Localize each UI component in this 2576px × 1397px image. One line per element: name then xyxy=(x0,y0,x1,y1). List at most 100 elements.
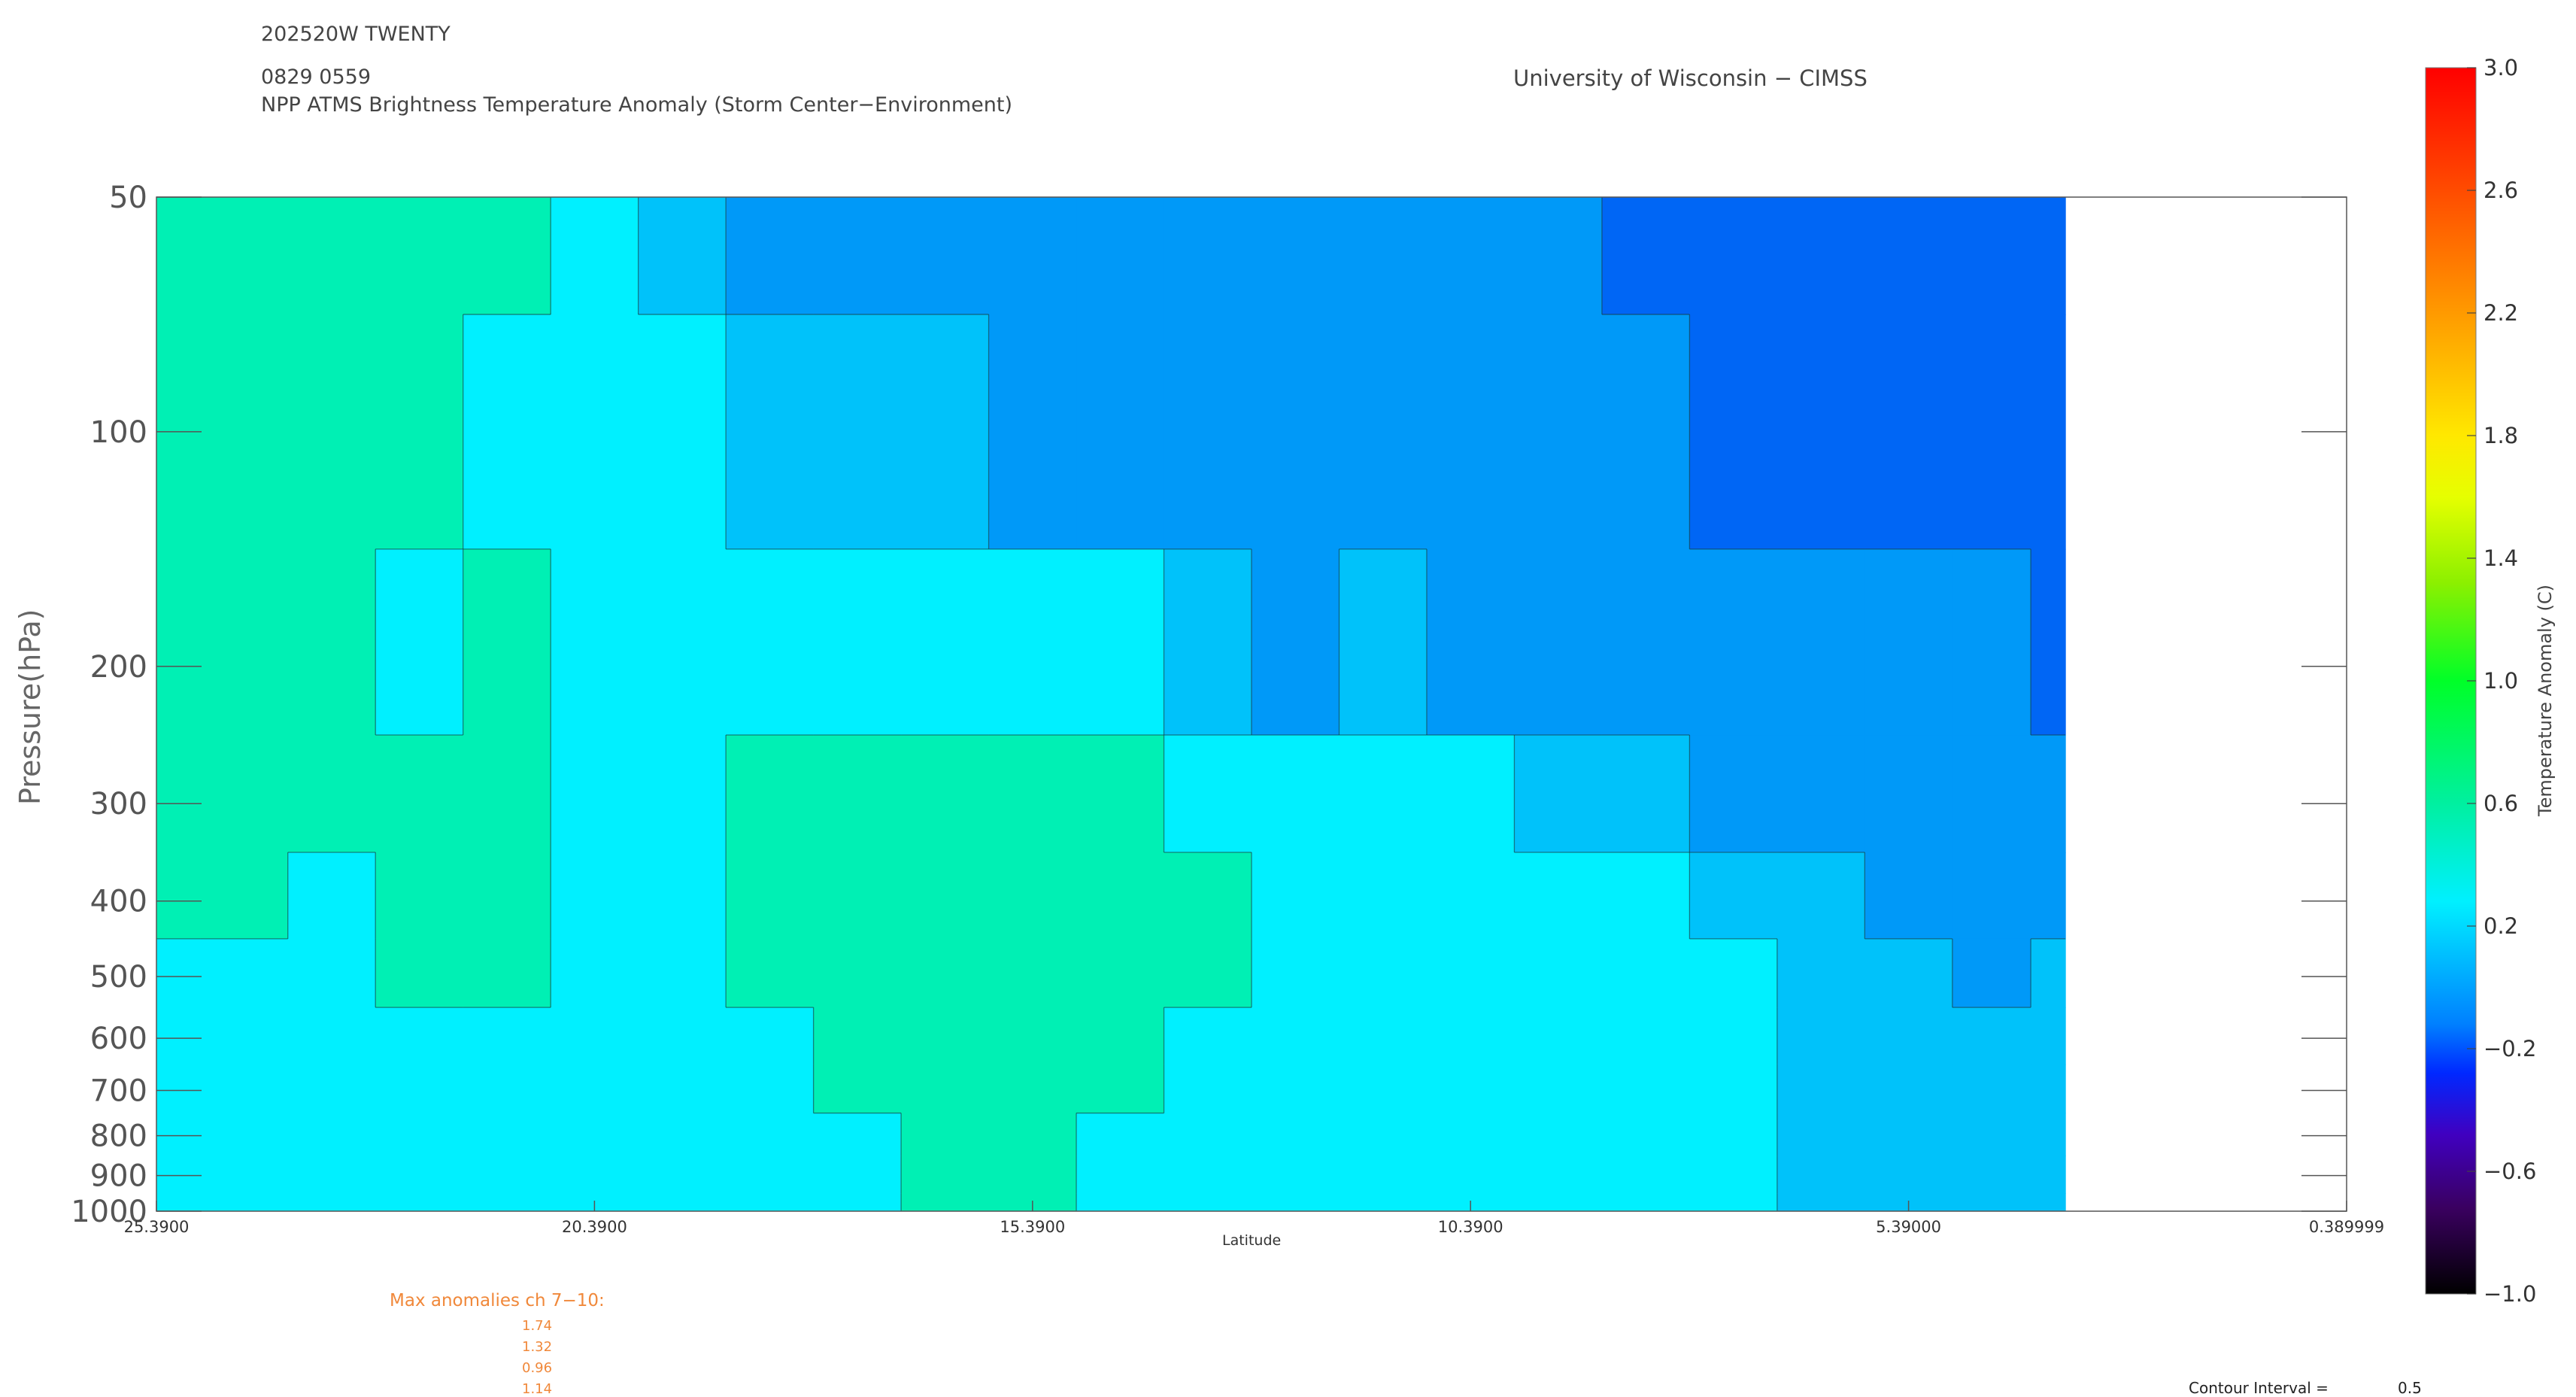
heatmap-cell xyxy=(156,1064,201,1114)
heatmap-cell xyxy=(1776,735,1865,853)
colorbar-tick-label: 3.0 xyxy=(2483,55,2518,80)
heatmap-cell xyxy=(901,1193,990,1211)
heatmap-cell xyxy=(638,852,727,940)
heatmap-cell xyxy=(1864,1007,1953,1065)
max-anomaly-ch7: 1.74 xyxy=(522,1318,553,1334)
x-tick-label: 25.3900 xyxy=(124,1218,190,1236)
heatmap-cell xyxy=(1426,197,1516,315)
heatmap-cell xyxy=(988,938,1077,1008)
x-tick-label: 10.3900 xyxy=(1438,1218,1503,1236)
heatmap-cell xyxy=(638,1113,727,1156)
x-tick-label: 5.39000 xyxy=(1876,1218,1941,1236)
heatmap-cell xyxy=(1252,938,1340,1008)
heatmap-cell xyxy=(156,1113,201,1156)
heatmap-cell xyxy=(638,1007,727,1065)
heatmap-cell xyxy=(200,1193,289,1211)
y-tick-label: 500 xyxy=(90,960,147,995)
heatmap-cell xyxy=(1864,1156,1953,1194)
heatmap-cell xyxy=(287,197,376,315)
heatmap-cell xyxy=(375,852,464,940)
heatmap-cell xyxy=(1252,1156,1340,1194)
heatmap-cell xyxy=(375,1193,464,1211)
heatmap-cell xyxy=(1776,314,1865,550)
heatmap-cell xyxy=(1776,852,1865,940)
heatmap-cell xyxy=(287,314,376,550)
heatmap-cell xyxy=(156,938,201,1008)
heatmap-cell xyxy=(988,735,1077,853)
colorbar-tick-label: −0.6 xyxy=(2483,1159,2536,1184)
heatmap-cell xyxy=(1952,1064,2031,1114)
heatmap-cell xyxy=(813,1113,902,1156)
heatmap-cell xyxy=(726,197,815,315)
heatmap-cell xyxy=(2031,735,2066,853)
heatmap-cell xyxy=(988,852,1077,940)
heatmap-cell xyxy=(287,1007,376,1065)
heatmap-cell xyxy=(988,314,1077,550)
product-title: NPP ATMS Brightness Temperature Anomaly … xyxy=(261,93,1012,117)
colorbar-label: Temperature Anomaly (C) xyxy=(2535,584,2556,816)
heatmap-cell xyxy=(1776,548,1865,736)
heatmap-cell xyxy=(901,735,990,853)
heatmap-cell xyxy=(1689,735,1778,853)
heatmap-cell xyxy=(1514,197,1603,315)
heatmap-cell xyxy=(1076,735,1165,853)
datetime: 0829 0559 xyxy=(261,65,372,89)
heatmap-cell xyxy=(1339,735,1428,853)
heatmap-cell xyxy=(813,735,902,853)
heatmap-cell xyxy=(1426,548,1516,736)
heatmap-cell xyxy=(1601,314,1690,550)
heatmap-cell xyxy=(638,1064,727,1114)
heatmap-cell xyxy=(1514,735,1603,853)
heatmap-cell xyxy=(1426,1156,1516,1194)
heatmap-cell xyxy=(551,1064,639,1114)
heatmap-cell xyxy=(1164,1193,1252,1211)
heatmap-cell xyxy=(726,548,815,736)
heatmap-cell xyxy=(901,1156,990,1194)
heatmap-cell xyxy=(1339,1007,1428,1065)
heatmap-cell xyxy=(1776,1064,1865,1114)
plot-frame xyxy=(156,196,2347,1212)
heatmap-cell xyxy=(1426,1007,1516,1065)
x-axis-label: Latitude xyxy=(1222,1232,1282,1249)
heatmap-cell xyxy=(200,852,289,940)
heatmap-cell xyxy=(1952,735,2031,853)
heatmap-cell xyxy=(1076,197,1165,315)
heatmap-cell xyxy=(1426,735,1516,853)
y-tick-label: 100 xyxy=(90,415,147,450)
heatmap-cell xyxy=(1426,1064,1516,1114)
heatmap-cell xyxy=(726,1156,815,1194)
heatmap-cell xyxy=(200,548,289,736)
heatmap-cell xyxy=(1514,548,1603,736)
heatmap-cell xyxy=(375,1156,464,1194)
heatmap-cell xyxy=(1076,314,1165,550)
y-tick-label: 200 xyxy=(90,650,147,685)
heatmap-cell xyxy=(901,1113,990,1156)
heatmap-cell xyxy=(813,852,902,940)
heatmap-cell xyxy=(2031,1113,2066,1156)
heatmap-cell xyxy=(1601,1193,1690,1211)
max-anomaly-ch10: 1.14 xyxy=(522,1381,553,1397)
heatmap-cell xyxy=(638,735,727,853)
institution: University of Wisconsin − CIMSS xyxy=(1513,65,1868,91)
y-tick-label: 600 xyxy=(90,1022,147,1056)
heatmap-cell xyxy=(1514,1156,1603,1194)
heatmap-cell xyxy=(2031,548,2066,736)
heatmap-cell xyxy=(901,1064,990,1114)
heatmap-cell xyxy=(1164,1156,1252,1194)
heatmap-cell xyxy=(1164,735,1252,853)
heatmap-cell xyxy=(1864,938,1953,1008)
heatmap-cell xyxy=(726,938,815,1008)
heatmap-cell xyxy=(1426,852,1516,940)
heatmap-cell xyxy=(1514,1007,1603,1065)
heatmap-cell xyxy=(1776,197,1865,315)
heatmap-cell xyxy=(200,314,289,550)
heatmap-cell xyxy=(1601,852,1690,940)
heatmap-cell xyxy=(726,1064,815,1114)
heatmap-cell xyxy=(1864,735,1953,853)
heatmap-cell xyxy=(638,314,727,550)
heatmap-cell xyxy=(375,197,464,315)
heatmap-cell xyxy=(156,1193,201,1211)
heatmap-cell xyxy=(200,197,289,315)
heatmap-cell xyxy=(1164,852,1252,940)
heatmap-cell xyxy=(200,1007,289,1065)
